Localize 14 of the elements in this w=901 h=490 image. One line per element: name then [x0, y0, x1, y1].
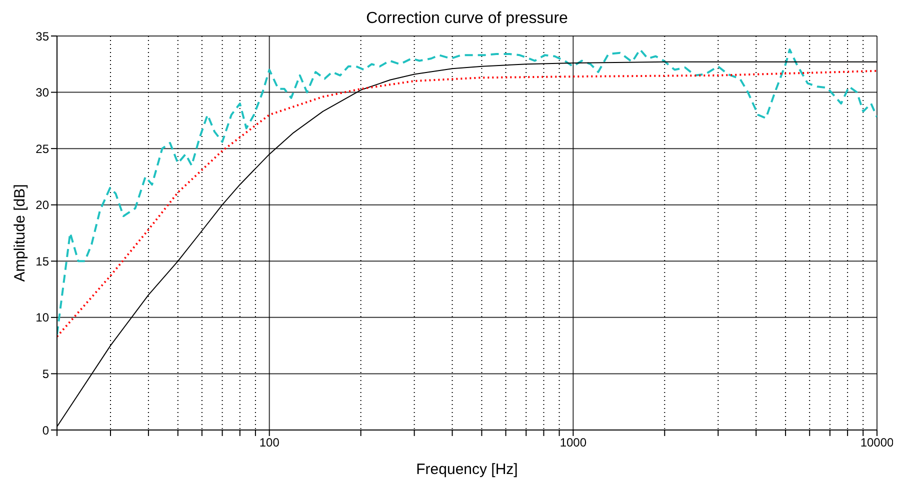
y-axis-title: Amplitude [dB]: [11, 184, 28, 282]
y-tick-label: 35: [36, 29, 50, 44]
y-tick-label: 5: [42, 366, 50, 381]
y-tick-label: 0: [42, 423, 50, 438]
y-tick-label: 15: [36, 254, 50, 268]
x-tick-label: 1000: [560, 436, 587, 450]
chart-title: Correction curve of pressure: [365, 10, 569, 28]
y-tick-label: 30: [36, 86, 50, 100]
y-tick-label: 20: [36, 198, 50, 212]
x-tick-label: 100: [259, 436, 280, 450]
y-tick-label: 10: [36, 310, 50, 325]
y-tick-label: 25: [36, 142, 50, 156]
x-axis-title: Frequency [Hz]: [416, 461, 518, 478]
x-tick-label: 10000: [860, 436, 894, 450]
